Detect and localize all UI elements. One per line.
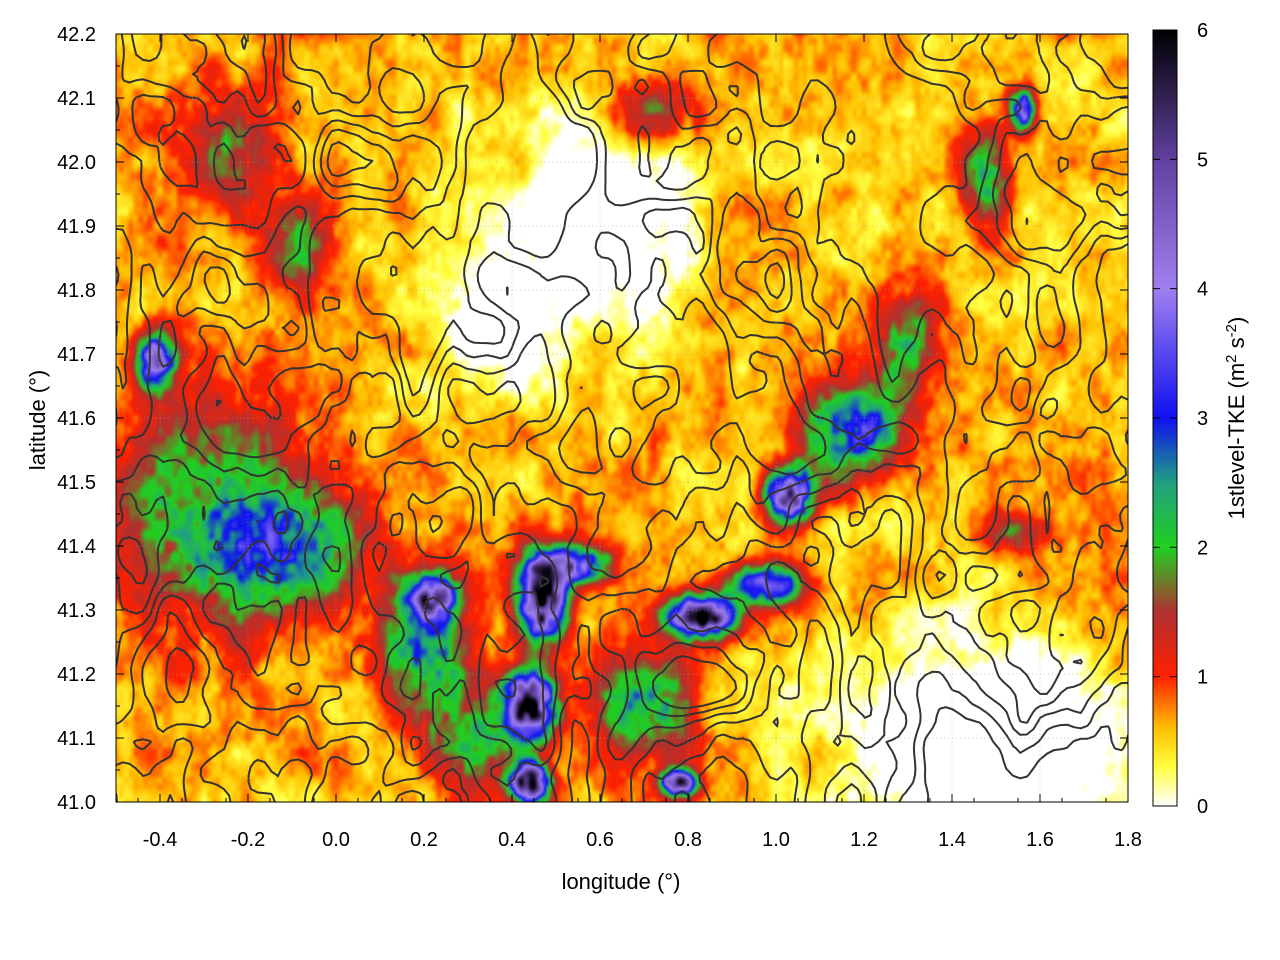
colorbar-title-base: 1stlevel-TKE (m xyxy=(1224,363,1249,519)
contour-line xyxy=(116,34,1128,802)
colorbar-title-mid: s xyxy=(1224,337,1249,354)
y-tick-label: 41.8 xyxy=(57,280,96,302)
x-tick-label: 0.4 xyxy=(498,829,526,851)
contour-line xyxy=(116,34,1128,802)
x-tick-label: 0.6 xyxy=(586,829,614,851)
contour-line xyxy=(116,34,1128,802)
colorbar-tick-label: 5 xyxy=(1197,149,1208,171)
x-tick-label: -0.4 xyxy=(143,829,177,851)
x-tick-label: 1.4 xyxy=(938,829,966,851)
x-axis: -0.4 -0.2 0.0 0.2 0.4 0.6 0.8 1.0 1.2 1.4 1.6 1.8 xyxy=(137,34,1142,851)
x-tick-label: 0.0 xyxy=(322,829,350,851)
contour-line xyxy=(116,34,1128,802)
colorbar-tick-label: 2 xyxy=(1197,537,1208,559)
x-tick-label: 0.2 xyxy=(410,829,438,851)
colorbar-title: 1stlevel-TKE (m2 s-2) xyxy=(1223,317,1249,520)
colorbar-title-sup1: 2 xyxy=(1223,354,1240,362)
y-axis-title: latitude (°) xyxy=(25,370,50,471)
x-tick-label: -0.2 xyxy=(231,829,265,851)
y-tick-label: 41.3 xyxy=(57,600,96,622)
x-tick-label: 1.8 xyxy=(1114,829,1142,851)
y-tick-label: 41.5 xyxy=(57,472,96,494)
y-tick-label: 41.0 xyxy=(57,792,96,814)
colorbar-title-sup2: -2 xyxy=(1223,324,1240,337)
y-tick-label: 41.9 xyxy=(57,216,96,238)
y-tick-label: 41.2 xyxy=(57,664,96,686)
contour-line xyxy=(116,34,1128,802)
colorbar-tick-label: 6 xyxy=(1197,20,1208,42)
x-tick-label: 1.2 xyxy=(850,829,878,851)
y-tick-label: 41.7 xyxy=(57,344,96,366)
x-axis-title: longitude (°) xyxy=(562,869,681,894)
y-tick-label: 41.6 xyxy=(57,408,96,430)
colorbar-tick-label: 0 xyxy=(1197,796,1208,818)
y-tick-label: 41.4 xyxy=(57,536,96,558)
colorbar-tick-label: 4 xyxy=(1197,279,1208,301)
grid xyxy=(116,33,1129,803)
x-tick-label: 1.6 xyxy=(1026,829,1054,851)
colorbar-ticks: 0 1 2 3 4 5 6 xyxy=(1153,20,1208,818)
colorbar-title-end: ) xyxy=(1224,317,1249,324)
terrain-contours xyxy=(116,34,1128,802)
plot-area xyxy=(115,33,1129,803)
x-tick-label: 0.8 xyxy=(674,829,702,851)
y-tick-label: 42.1 xyxy=(57,88,96,110)
colorbar-tick-label: 3 xyxy=(1197,408,1208,430)
x-tick-label: 1.0 xyxy=(762,829,790,851)
contour-line xyxy=(117,514,1128,802)
y-tick-label: 42.2 xyxy=(57,24,96,46)
y-axis: 41.0 41.1 41.2 41.3 41.4 41.5 41.6 41.7 41.8 41.9… xyxy=(57,24,1128,814)
colorbar-tick-label: 1 xyxy=(1197,667,1208,689)
y-tick-label: 42.0 xyxy=(57,152,96,174)
y-tick-label: 41.1 xyxy=(57,728,96,750)
